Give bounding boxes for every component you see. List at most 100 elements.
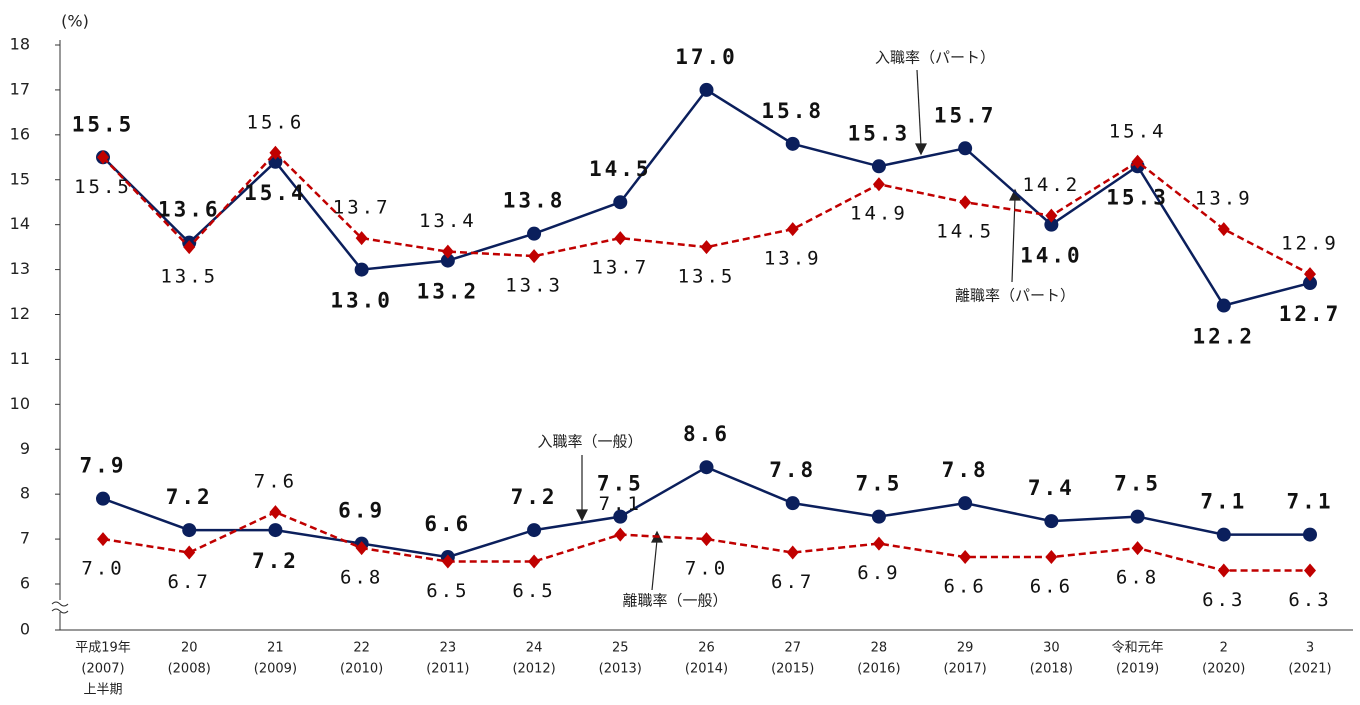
y-tick-label: 8 — [20, 484, 30, 503]
x-tick-label: (2007) — [81, 662, 124, 677]
x-tick-label: 23 — [440, 641, 457, 656]
point — [871, 159, 886, 174]
data-label: 7.5 — [1114, 472, 1161, 496]
data-label: 6.7 — [771, 571, 814, 593]
data-label: 7.2 — [511, 485, 558, 509]
point — [1131, 541, 1144, 556]
x-tick-label: (2012) — [512, 662, 555, 677]
point — [355, 231, 368, 246]
y-tick-label: 17 — [10, 79, 30, 98]
y-tick-label: 13 — [10, 259, 30, 278]
data-label: 6.5 — [426, 580, 469, 602]
x-tick-label: (2013) — [599, 662, 642, 677]
point — [613, 195, 628, 210]
data-label: 6.9 — [857, 562, 900, 584]
point — [699, 82, 714, 97]
point — [527, 523, 542, 538]
point — [958, 141, 973, 156]
x-tick-label: (2015) — [771, 662, 814, 677]
point — [441, 244, 454, 259]
data-label: 13.2 — [417, 280, 480, 304]
point — [97, 532, 109, 547]
data-label: 7.8 — [769, 458, 816, 482]
series-annotation: 入職率（一般） — [537, 433, 642, 451]
x-tick-label: (2011) — [426, 662, 469, 677]
series-annotation: 離職率（一般） — [622, 592, 727, 610]
x-tick-label: 25 — [612, 641, 629, 656]
x-tick-label: (2009) — [254, 662, 297, 677]
data-label: 6.5 — [512, 580, 555, 602]
point — [441, 554, 454, 569]
point — [613, 509, 628, 524]
point — [183, 240, 196, 255]
data-label: 13.6 — [158, 198, 221, 222]
data-label: 13.9 — [764, 248, 822, 270]
point — [354, 262, 369, 277]
point — [785, 496, 800, 511]
point — [872, 177, 885, 192]
y-tick-label: 15 — [10, 169, 30, 188]
data-label: 7.4 — [1028, 476, 1075, 500]
data-label: 7.1 — [599, 493, 642, 515]
axis-break — [51, 601, 69, 614]
data-label: 13.5 — [160, 266, 218, 288]
data-label: 6.6 — [1030, 576, 1073, 598]
x-tick-label: (2008) — [168, 662, 211, 677]
data-label: 6.3 — [1288, 589, 1331, 611]
x-tick-label: 21 — [267, 641, 284, 656]
y-tick-label: 18 — [10, 35, 30, 54]
data-label: 7.0 — [81, 558, 124, 580]
data-label: 14.5 — [589, 157, 652, 181]
y-tick-label: 6 — [20, 574, 30, 593]
y-tick-label: 12 — [10, 304, 30, 323]
point — [528, 554, 541, 569]
data-label: 13.7 — [333, 197, 391, 219]
annotation-arrows — [576, 69, 1021, 591]
x-tick-label: 29 — [957, 641, 974, 656]
point — [959, 195, 972, 210]
point — [785, 136, 800, 151]
data-label: 13.7 — [591, 257, 649, 279]
point — [699, 460, 714, 475]
x-tick-label: 上半期 — [83, 683, 122, 698]
point — [182, 523, 197, 538]
data-label: 7.1 — [1200, 490, 1247, 514]
point — [1044, 217, 1059, 232]
point — [1130, 509, 1145, 524]
point — [1303, 527, 1317, 542]
data-label: 15.4 — [1109, 120, 1167, 142]
x-tick-label: 2 — [1220, 641, 1228, 656]
point — [355, 541, 368, 556]
data-label: 7.2 — [252, 549, 299, 573]
x-tick-label: 平成19年 — [75, 641, 131, 656]
data-label: 15.5 — [72, 112, 135, 136]
x-tick-label: 27 — [784, 641, 801, 656]
data-label: 12.2 — [1192, 325, 1255, 349]
data-label: 7.5 — [597, 472, 644, 496]
data-label: 6.6 — [943, 576, 986, 598]
x-tick-label: 22 — [353, 641, 370, 656]
data-label: 6.8 — [340, 567, 383, 589]
data-label: 6.3 — [1202, 589, 1245, 611]
point — [96, 491, 110, 506]
point — [786, 222, 799, 237]
point — [872, 536, 885, 551]
y-tick-label: 11 — [10, 349, 30, 368]
point — [1045, 550, 1058, 565]
point — [614, 527, 627, 542]
data-label: 14.2 — [1022, 174, 1080, 196]
point — [1131, 154, 1144, 169]
x-tick-label: 24 — [526, 641, 543, 656]
data-label: 7.2 — [166, 485, 213, 509]
data-label: 15.4 — [244, 181, 307, 205]
point — [527, 226, 542, 241]
data-label: 14.0 — [1020, 244, 1083, 268]
point — [871, 509, 886, 524]
data-label: 15.3 — [848, 121, 911, 145]
point — [1304, 563, 1316, 578]
point — [268, 523, 283, 538]
x-tick-label: (2010) — [340, 662, 383, 677]
data-label: 7.9 — [80, 454, 127, 478]
data-label: 15.8 — [761, 99, 824, 123]
y-tick-label: 0 — [20, 620, 30, 639]
